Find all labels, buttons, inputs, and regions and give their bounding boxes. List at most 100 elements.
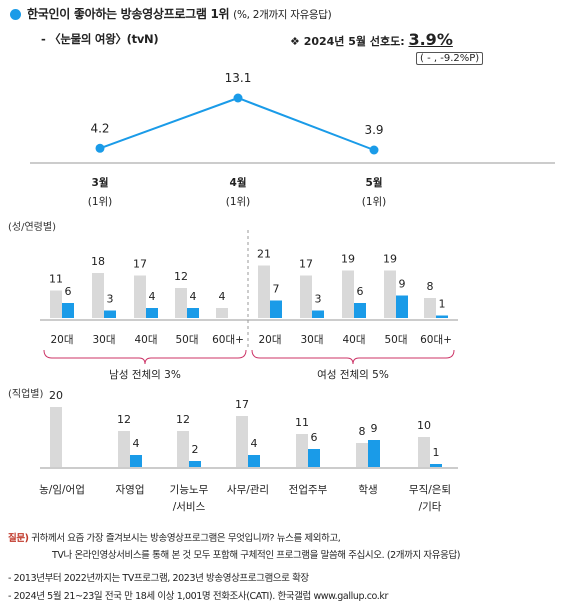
data-label: 3.9 [364,123,383,137]
bar-label-series-2: 4 [149,290,156,303]
bar-series-1 [300,275,312,318]
bar-series-1 [50,290,62,318]
bar-series-1 [92,273,104,318]
bar-label-series-1: 8 [427,280,434,293]
bar-series-2 [146,308,158,318]
x-tick-label: 자영업 [116,483,145,496]
bar-label-series-2: 9 [399,278,406,291]
bar-label-series-1: 12 [176,413,190,426]
bar-series-2 [368,440,380,467]
bar-series-1 [236,416,248,467]
bar-series-1 [258,265,270,318]
bar-series-2 [436,315,448,318]
bar-series-2 [248,455,260,467]
chart-title: 한국인이 좋아하는 방송영상프로그램 1위 (%, 2개까지 자유응답) [27,7,332,21]
bar-series-1 [134,275,146,318]
bar-series-2 [308,449,320,467]
x-tick-label: 40대 [134,334,157,346]
bar-label-series-2: 1 [439,298,446,311]
x-tick-label: 학생 [358,484,377,496]
note-1: - 2013년부터 2022년까지는 TV프로그램, 2023년 방송영상프로그… [8,573,309,584]
program-name: - 〈눈물의 여왕〉(tvN) [41,32,159,46]
bar-series-1 [175,288,187,318]
bar-label-series-2: 9 [371,422,378,435]
bar-series-1 [342,270,354,318]
bar-series-1 [50,407,62,467]
bar-label-series-2: 2 [192,443,199,456]
bar-label-series-2: 3 [315,293,322,306]
bar-series-2 [104,310,116,318]
title-bullet-icon [10,9,21,20]
bar-series-1 [296,434,308,467]
bar-label-series-1: 12 [174,270,188,283]
bar-label-series-1: 11 [49,273,63,286]
data-label: 13.1 [225,71,252,85]
x-tick-label: /기타 [419,501,442,513]
demographic-bar-chart: 11620대18330대17440대12450대460대+21720대17330… [40,230,458,380]
bar-series-1 [384,270,396,318]
bar-label-series-1: 18 [91,255,105,268]
question-line-2: TV나 온라인영상서비스를 통해 본 것 모두 포함해 구체적인 프로그램을 말… [52,550,461,561]
bar-series-2 [396,295,408,318]
series-line [99,96,375,151]
bar-label-series-2: 6 [65,285,72,298]
bar-label-series-1: 12 [117,413,131,426]
bar-series-1 [216,308,228,318]
bar-label-series-1: 20 [49,389,63,402]
bar-label-series-2: 4 [190,290,197,303]
x-tick-label: 20대 [50,334,73,346]
x-tick-sublabel: (1위) [362,195,387,208]
note-2: - 2024년 5월 21~23일 전국 만 18세 이상 1,001명 전화조… [8,591,388,602]
x-tick-label: 20대 [258,334,281,346]
bar-label-series-1: 10 [417,419,431,432]
bar-series-2 [187,308,199,318]
x-tick-label: 50대 [384,334,407,346]
bar-label-series-2: 7 [273,283,280,296]
x-tick-label: 60대+ [212,334,244,346]
bar-label-series-1: 17 [133,258,147,271]
question-line-1: 질문) 귀하께서 요즘 가장 즐겨보시는 방송영상프로그램은 무엇입니까? 뉴스… [8,533,341,544]
trend-line-chart: 4.2 3월 (1위) 13.1 4월 (1위) 3.9 5월 (1위) [30,71,555,208]
x-tick-label: 무직/은퇴 [409,484,451,496]
x-tick-label: 50대 [175,334,198,346]
bar-series-1 [356,443,368,467]
x-tick-label: 기능노무 [170,484,209,496]
x-tick-label: 전업주부 [289,483,328,496]
x-tick-label: 30대 [92,334,115,346]
bar-label-series-1: 19 [341,253,355,266]
change-badge: ( - , -9.2%P) [416,52,484,65]
bar-label-series-1: 17 [299,258,313,271]
bar-label-series-2: 4 [133,437,140,450]
bar-series-1 [118,431,130,467]
bar-series-2 [62,303,74,318]
bar-label-series-1: 17 [235,398,249,411]
x-tick-label: 30대 [300,334,323,346]
occupation-bar-chart: 20농/임/어업124자영업122기능노무/서비스174사무/관리116전업주부… [39,389,458,513]
bar-label-series-2: 6 [311,431,318,444]
x-tick-label: 5월 [366,176,383,189]
bar-label-series-2: 4 [251,437,258,450]
bar-series-2 [189,461,201,467]
bar-label-series-2: 1 [433,446,440,459]
bar-series-1 [177,431,189,467]
bar-series-2 [354,303,366,318]
bar-series-2 [312,310,324,318]
group-bracket [43,349,247,365]
bar-label-series-1: 19 [383,253,397,266]
bar-series-1 [424,298,436,318]
data-point [369,145,379,155]
bar-label-series-1: 11 [295,416,309,429]
x-tick-label: 40대 [342,334,365,346]
data-point [95,143,105,153]
demographic-section-label: (성/연령별) [8,222,56,233]
bar-label-series-1: 21 [257,248,271,261]
bar-label-series-1: 8 [359,425,366,438]
x-tick-sublabel: (1위) [226,195,251,208]
x-tick-sublabel: (1위) [88,195,113,208]
x-tick-label: /서비스 [173,501,206,513]
bar-series-2 [270,300,282,318]
preference-summary: ❖ 2024년 5월 선호도: 3.9% [290,30,453,49]
group-label: 여성 전체의 5% [317,369,389,380]
group-label: 남성 전체의 3% [109,369,181,380]
bar-label-series-2: 3 [107,293,114,306]
